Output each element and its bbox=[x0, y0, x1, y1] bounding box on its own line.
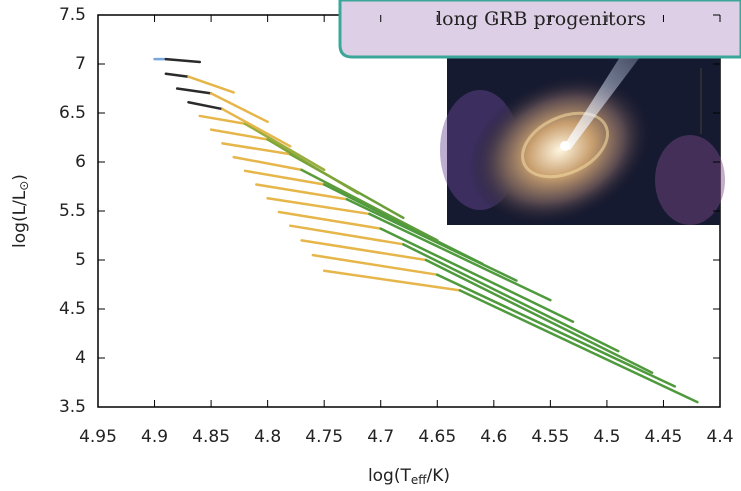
track-segment bbox=[289, 224, 405, 246]
x-tick-label: 4.55 bbox=[531, 427, 569, 447]
track-segment bbox=[266, 138, 360, 195]
x-tick-label: 4.5 bbox=[593, 427, 620, 447]
x-tick-label: 4.7 bbox=[367, 427, 394, 447]
x-label-sub: eff bbox=[411, 473, 427, 487]
track-segment bbox=[311, 253, 439, 276]
x-label-part: /K) bbox=[427, 466, 451, 486]
track-segment bbox=[368, 212, 552, 302]
track-segment bbox=[243, 169, 326, 186]
x-tick-label: 4.45 bbox=[645, 427, 683, 447]
track-segment bbox=[345, 197, 518, 282]
y-tick-label: 7 bbox=[75, 54, 86, 74]
x-tick-label: 4.4 bbox=[706, 427, 733, 447]
y-label-part: ) bbox=[10, 174, 30, 181]
track-segment bbox=[164, 72, 190, 78]
track-segment bbox=[379, 227, 575, 323]
track-segment bbox=[187, 75, 235, 94]
y-tick-label: 4.5 bbox=[59, 299, 86, 319]
x-tick-label: 4.95 bbox=[79, 427, 117, 447]
track-segment bbox=[300, 239, 428, 262]
track-segment bbox=[300, 168, 439, 242]
annotation-box bbox=[338, 0, 741, 59]
track-segment bbox=[402, 243, 620, 353]
track-segment bbox=[175, 87, 213, 95]
track-segment bbox=[277, 210, 382, 230]
y-tick-label: 6.5 bbox=[59, 103, 86, 123]
track-segment bbox=[255, 183, 349, 201]
y-tick-label: 5.5 bbox=[59, 201, 86, 221]
track-segment bbox=[436, 273, 677, 388]
x-tick-label: 4.8 bbox=[254, 427, 281, 447]
track-segment bbox=[209, 92, 269, 124]
x-tick-label: 4.6 bbox=[480, 427, 507, 447]
y-tick-label: 4 bbox=[75, 348, 86, 368]
track-segment bbox=[198, 114, 247, 126]
track-segment bbox=[243, 122, 326, 172]
y-tick-label: 7.5 bbox=[59, 5, 86, 25]
track-segment bbox=[322, 269, 462, 292]
y-label-part: log(L/L bbox=[10, 190, 30, 248]
inset-image bbox=[440, 57, 725, 226]
y-tick-label: 6 bbox=[75, 152, 86, 172]
y-label-sub: ⊙ bbox=[17, 181, 31, 191]
track-segment bbox=[209, 128, 269, 141]
plot-area bbox=[153, 57, 699, 404]
track-segment bbox=[221, 142, 292, 156]
track-segment bbox=[458, 289, 699, 404]
track-segment bbox=[164, 57, 202, 64]
x-tick-label: 4.75 bbox=[305, 427, 343, 447]
annotation: long GRB progenitors bbox=[436, 8, 646, 30]
track-segment bbox=[266, 197, 371, 216]
x-tick-label: 4.65 bbox=[418, 427, 456, 447]
track-segment bbox=[424, 258, 654, 374]
track-segment bbox=[187, 100, 224, 111]
x-tick-label: 4.85 bbox=[192, 427, 230, 447]
track-segment bbox=[221, 107, 292, 148]
x-axis-label: log(Teff/K) bbox=[368, 466, 450, 487]
track-segment bbox=[232, 155, 303, 172]
x-label-part: log(T bbox=[368, 466, 412, 486]
y-tick-label: 3.5 bbox=[59, 397, 86, 417]
y-axis-label: log(L/L⊙) bbox=[10, 174, 31, 248]
x-tick-label: 4.9 bbox=[141, 427, 168, 447]
track-segment bbox=[322, 183, 484, 266]
y-tick-label: 5 bbox=[75, 250, 86, 270]
